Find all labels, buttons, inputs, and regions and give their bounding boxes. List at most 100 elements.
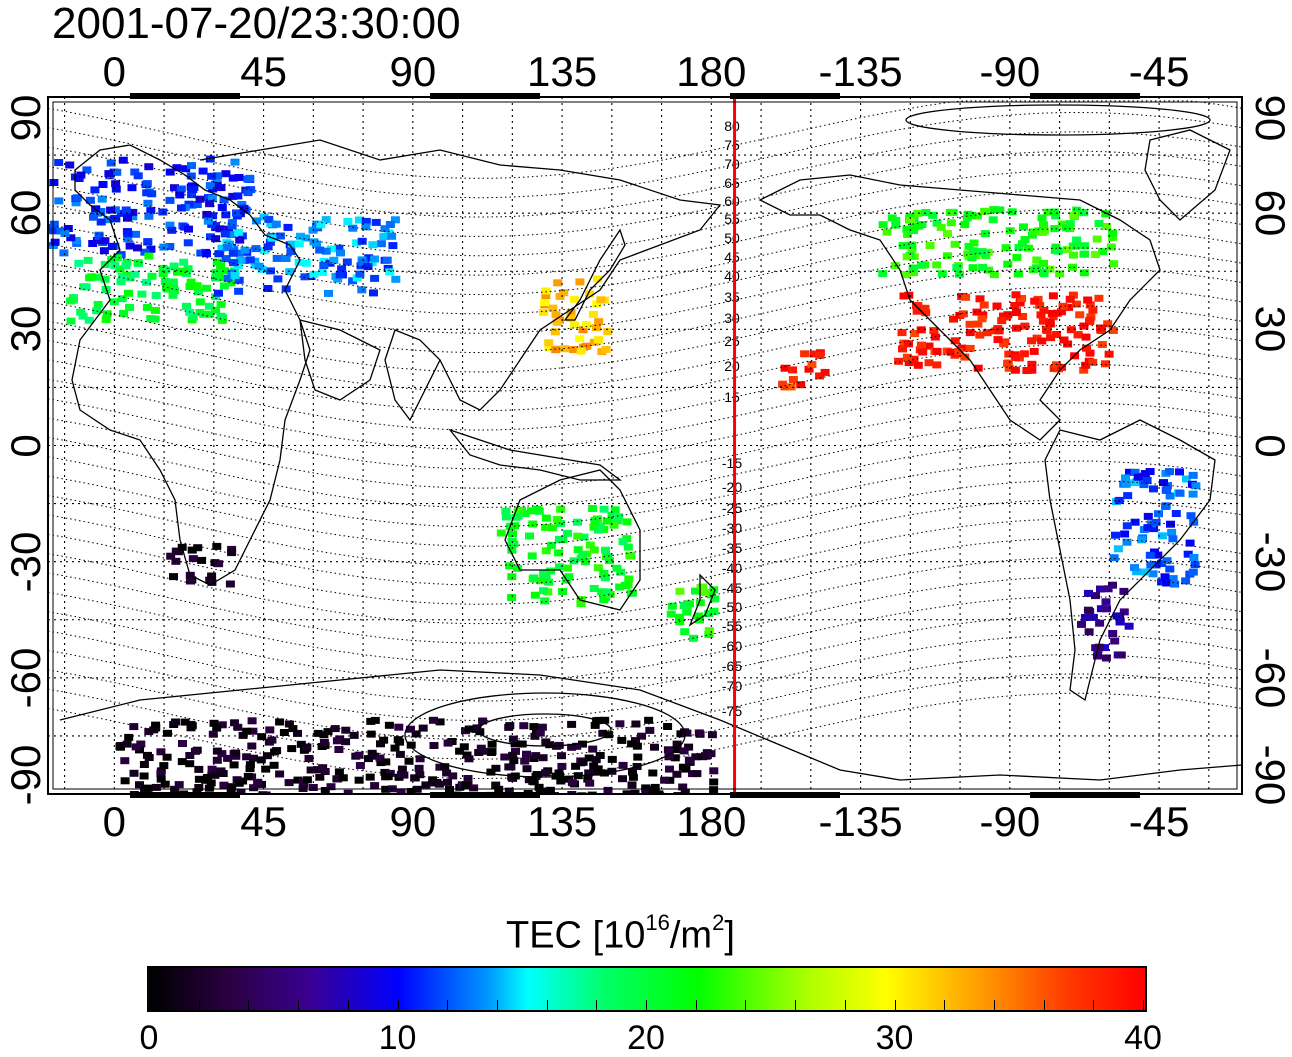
tec-cell: [1018, 313, 1028, 320]
tec-cell: [541, 523, 551, 531]
tec-cell: [624, 575, 634, 583]
tec-cell: [429, 742, 439, 749]
tec-cell: [1079, 209, 1089, 217]
latitude-tick-label: 90: [2, 94, 49, 142]
tec-cell: [93, 301, 103, 308]
tec-cell: [223, 754, 233, 762]
tec-cell: [223, 274, 233, 282]
tec-cell: [1143, 512, 1153, 520]
tec-cell: [421, 781, 431, 789]
tec-cell: [207, 172, 217, 180]
tec-cell: [332, 737, 342, 745]
tec-cell: [186, 172, 196, 180]
tec-cell: [1119, 587, 1129, 595]
tec-cell: [537, 723, 547, 731]
contour-line: [48, 479, 1242, 566]
tec-cell: [788, 376, 798, 383]
tec-cell: [235, 249, 245, 257]
tec-cell: [950, 240, 960, 248]
tec-cell: [207, 195, 217, 203]
tec-cell: [411, 730, 421, 738]
tec-cell: [72, 194, 82, 202]
tec-cell: [267, 736, 277, 744]
latitude-tick-label: -30: [2, 531, 49, 593]
coastline-greenland: [1144, 129, 1231, 221]
tec-cell: [231, 749, 241, 757]
tec-cell: [599, 505, 609, 513]
tec-cell: [1095, 619, 1105, 627]
tec-cell: [237, 201, 247, 208]
tec-cell: [225, 580, 235, 588]
tec-cell: [406, 741, 416, 749]
tec-cell: [1143, 524, 1153, 532]
tec-cell: [130, 168, 140, 176]
tec-cell: [233, 192, 243, 200]
tec-cell: [487, 740, 497, 748]
tec-cell: [216, 300, 226, 308]
longitude-tick-label: -90: [979, 798, 1041, 845]
tec-cell: [111, 185, 121, 193]
tec-cell: [94, 232, 104, 240]
tec-cell: [245, 256, 255, 264]
tec-cell: [660, 776, 670, 784]
tec-cell: [1096, 324, 1106, 332]
tec-cell: [980, 207, 990, 215]
tec-cell: [1069, 211, 1079, 219]
tec-cell: [528, 777, 538, 785]
latitude-tick-label: 0: [2, 433, 49, 458]
tec-cell: [315, 773, 325, 781]
tec-cell: [878, 270, 888, 278]
contour-line: [48, 538, 1242, 625]
tec-cell: [1082, 344, 1091, 352]
tec-cell: [617, 736, 627, 744]
tec-cell: [545, 786, 555, 794]
tec-cell: [601, 546, 610, 554]
tec-cell: [590, 516, 600, 524]
tec-cell: [1132, 568, 1142, 576]
tec-cell: [1066, 326, 1076, 334]
tec-cell: [177, 758, 187, 766]
tec-cell: [905, 212, 915, 220]
tec-cell: [367, 749, 377, 757]
tec-cell: [230, 158, 240, 166]
tec-cell: [286, 248, 296, 256]
tec-cell: [665, 776, 675, 784]
tec-cell: [965, 320, 975, 328]
tec-cell: [336, 249, 345, 257]
tec-cell: [627, 740, 637, 748]
tec-cell: [380, 225, 390, 233]
tec-cell: [1168, 535, 1178, 543]
longitude-tick-label: 135: [527, 798, 598, 845]
tec-cell: [144, 728, 154, 736]
tec-cell: [1003, 260, 1013, 268]
tec-cell: [905, 216, 915, 224]
tec-cell: [1109, 554, 1119, 562]
tec-cell: [428, 776, 438, 784]
tec-cell: [1160, 573, 1170, 581]
contour-line: [48, 402, 1242, 489]
tec-cell: [891, 221, 901, 229]
tec-cell: [580, 558, 590, 566]
tec-cell: [1108, 229, 1118, 237]
tec-cell: [540, 299, 549, 307]
tec-cell: [156, 770, 166, 778]
tec-cell: [1068, 263, 1077, 271]
contour-line: [48, 576, 1242, 663]
latitude-tick-label: 30: [2, 305, 49, 353]
colorbar-tick-label: 10: [378, 1019, 417, 1057]
tec-cell: [1098, 248, 1108, 256]
tec-cell: [1104, 350, 1114, 358]
tec-cell: [541, 769, 551, 777]
tec-cell: [93, 273, 103, 281]
tec-cell: [342, 258, 352, 266]
tec-cell: [1139, 481, 1149, 489]
tec-cell: [182, 302, 191, 310]
tec-cell: [302, 776, 312, 784]
tec-cell: [469, 784, 479, 792]
tec-region: [894, 291, 1118, 374]
tec-cell: [1004, 350, 1014, 358]
tec-cell: [505, 722, 515, 730]
tec-cell: [84, 316, 94, 324]
tec-cell: [228, 249, 238, 257]
tec-cell: [551, 311, 561, 319]
